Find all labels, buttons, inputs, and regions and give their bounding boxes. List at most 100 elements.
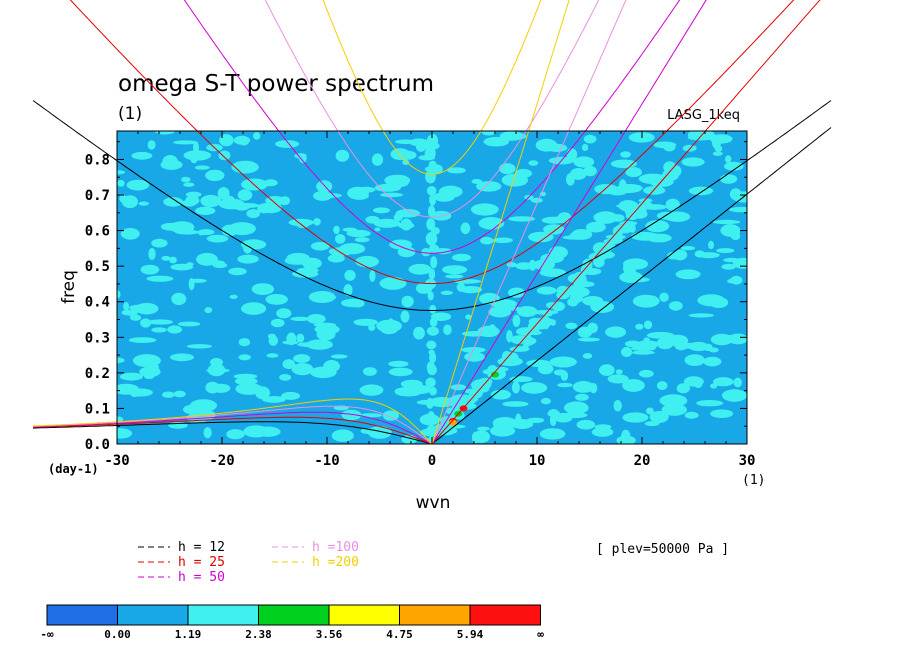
power-cell bbox=[353, 318, 378, 326]
power-cell bbox=[681, 157, 705, 167]
power-cell bbox=[680, 246, 696, 251]
power-cell bbox=[147, 140, 156, 150]
power-cell bbox=[713, 377, 734, 387]
colorbar-label: 4.75 bbox=[386, 628, 413, 641]
power-cell bbox=[426, 326, 439, 336]
power-cell bbox=[368, 324, 376, 331]
power-cell bbox=[621, 346, 633, 358]
power-cell bbox=[535, 138, 558, 152]
colorbar-swatch bbox=[46, 604, 118, 626]
power-cell bbox=[126, 179, 150, 191]
power-cell bbox=[148, 248, 156, 260]
power-cell bbox=[622, 379, 645, 392]
power-cell bbox=[284, 256, 310, 265]
x-unit-label: (1) bbox=[742, 473, 765, 488]
power-cell bbox=[696, 400, 724, 407]
power-cell bbox=[253, 132, 261, 140]
y-tick-label: 0.2 bbox=[85, 366, 110, 382]
power-cell bbox=[472, 430, 490, 444]
y-tick-label: 0.1 bbox=[85, 401, 110, 417]
legend-label: h = 12 bbox=[178, 540, 225, 555]
power-cell bbox=[193, 141, 199, 154]
power-cell bbox=[719, 174, 738, 184]
power-cell bbox=[343, 284, 353, 296]
power-cell bbox=[335, 149, 350, 162]
power-cell bbox=[511, 335, 528, 344]
rossby-curve bbox=[32, 421, 433, 444]
power-cell bbox=[388, 360, 409, 368]
power-cell bbox=[266, 353, 279, 358]
power-cell bbox=[684, 411, 699, 419]
chart-title: omega S-T power spectrum bbox=[118, 71, 434, 97]
power-cell bbox=[162, 391, 175, 398]
power-cell bbox=[428, 133, 439, 148]
power-cell bbox=[605, 326, 627, 338]
power-cell bbox=[239, 136, 249, 146]
power-cell bbox=[270, 318, 285, 328]
power-cell bbox=[613, 400, 622, 412]
inertia-gravity-curve bbox=[69, 0, 795, 285]
power-cell bbox=[583, 165, 597, 177]
power-cell bbox=[615, 369, 623, 375]
power-cell bbox=[694, 250, 705, 258]
power-cell bbox=[573, 156, 595, 168]
power-cell bbox=[183, 182, 195, 187]
power-cell bbox=[684, 354, 705, 366]
power-hotspot bbox=[491, 371, 499, 378]
colorbar-swatch bbox=[469, 604, 541, 626]
power-cell bbox=[346, 229, 371, 238]
power-cell bbox=[665, 198, 680, 211]
power-cell bbox=[550, 358, 570, 364]
power-cell bbox=[507, 287, 526, 298]
power-cell bbox=[614, 185, 642, 194]
power-cell bbox=[241, 239, 267, 250]
power-cell bbox=[501, 173, 528, 187]
power-cell bbox=[313, 322, 337, 328]
power-cell bbox=[233, 373, 258, 379]
power-cell bbox=[729, 206, 747, 213]
power-cell bbox=[117, 179, 125, 187]
power-cell bbox=[117, 357, 125, 364]
x-axis-label: wvn bbox=[416, 493, 451, 513]
power-cell bbox=[710, 383, 718, 389]
power-cell bbox=[659, 394, 688, 407]
curve-h50 bbox=[32, 0, 707, 444]
x-tick-label: -10 bbox=[314, 453, 339, 469]
power-cell bbox=[464, 352, 485, 362]
power-cell bbox=[123, 302, 130, 311]
power-cell bbox=[291, 363, 314, 376]
power-cell bbox=[567, 297, 579, 307]
power-cell bbox=[480, 236, 494, 245]
power-cell bbox=[344, 270, 356, 281]
power-cell bbox=[426, 340, 437, 350]
power-cells bbox=[117, 131, 747, 444]
power-cell bbox=[499, 163, 516, 175]
power-cell bbox=[327, 254, 345, 263]
power-cell bbox=[251, 283, 275, 295]
power-cell bbox=[132, 354, 161, 368]
power-cell bbox=[121, 195, 138, 209]
power-cell bbox=[265, 294, 288, 305]
power-cell bbox=[155, 131, 175, 135]
power-cell bbox=[217, 187, 230, 200]
power-cell bbox=[175, 229, 200, 235]
power-cell bbox=[625, 167, 642, 178]
power-cell bbox=[447, 167, 466, 174]
power-cell bbox=[395, 209, 420, 218]
power-cell bbox=[629, 224, 636, 233]
power-cell bbox=[374, 227, 381, 232]
power-cell bbox=[290, 316, 311, 321]
colorbar-label: -∞ bbox=[40, 628, 54, 641]
power-cell bbox=[712, 151, 723, 156]
curve-group bbox=[32, 0, 832, 444]
power-cell bbox=[490, 389, 511, 400]
kelvin-curve bbox=[431, 0, 570, 444]
power-cell bbox=[470, 203, 499, 216]
power-cell bbox=[237, 189, 253, 201]
power-cell bbox=[429, 386, 437, 396]
colorbar-label: 3.56 bbox=[316, 628, 343, 641]
power-cell bbox=[379, 277, 407, 290]
power-cell bbox=[429, 351, 437, 364]
power-cell bbox=[646, 331, 675, 339]
power-cell bbox=[182, 404, 206, 415]
